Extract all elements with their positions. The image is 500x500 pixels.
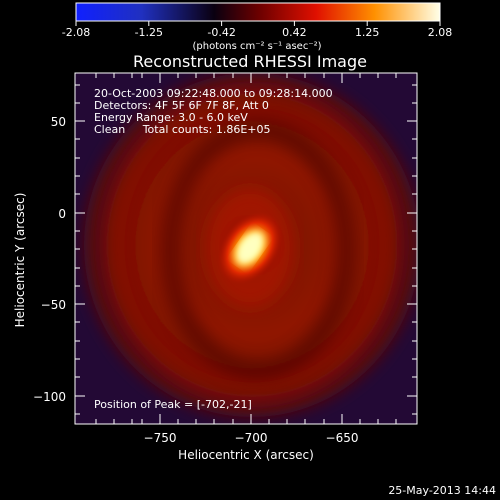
- info-line-counts: Clean Total counts: 1.86E+05: [94, 123, 271, 136]
- colorbar-tick-4: 1.25: [355, 26, 380, 39]
- colorbar-tick-1: -1.25: [135, 26, 163, 39]
- info-line-time: 20-Oct-2003 09:22:48.000 to 09:28:14.000: [94, 87, 333, 100]
- colorbar-gradient: [75, 2, 441, 22]
- footer-date: 25-May-2013 14:44: [388, 484, 496, 497]
- y-tick-label: 50: [51, 115, 66, 129]
- colorbar: -2.08 -1.25 -0.42 0.42 1.25 2.08 (photon…: [62, 2, 453, 52]
- x-tick-label: −650: [326, 431, 359, 445]
- y-axis-label: Heliocentric Y (arcsec): [13, 193, 27, 328]
- info-line-detectors: Detectors: 4F 5F 6F 7F 8F, Att 0: [94, 99, 269, 112]
- info-block: 20-Oct-2003 09:22:48.000 to 09:28:14.000…: [94, 87, 333, 136]
- y-tick-label: 0: [58, 207, 66, 221]
- peak-position-label: Position of Peak = [-702,-21]: [94, 398, 252, 411]
- colorbar-tick-3: 0.42: [282, 26, 307, 39]
- x-tick-label: −750: [144, 431, 177, 445]
- plot-axes: [74, 72, 418, 425]
- colorbar-units: (photons cm⁻² s⁻¹ asec⁻²): [192, 41, 321, 52]
- colorbar-tick-5: 2.08: [428, 26, 453, 39]
- y-tick-label: −100: [33, 390, 66, 404]
- rhessi-image: [75, 73, 417, 424]
- colorbar-tick-0: -2.08: [62, 26, 90, 39]
- colorbar-tick-2: -0.42: [207, 26, 235, 39]
- info-line-energy: Energy Range: 3.0 - 6.0 keV: [94, 111, 248, 124]
- plot-title: Reconstructed RHESSI Image: [133, 52, 367, 71]
- x-axis-label: Heliocentric X (arcsec): [178, 448, 314, 462]
- x-tick-label: −700: [235, 431, 268, 445]
- y-tick-label: −50: [41, 298, 66, 312]
